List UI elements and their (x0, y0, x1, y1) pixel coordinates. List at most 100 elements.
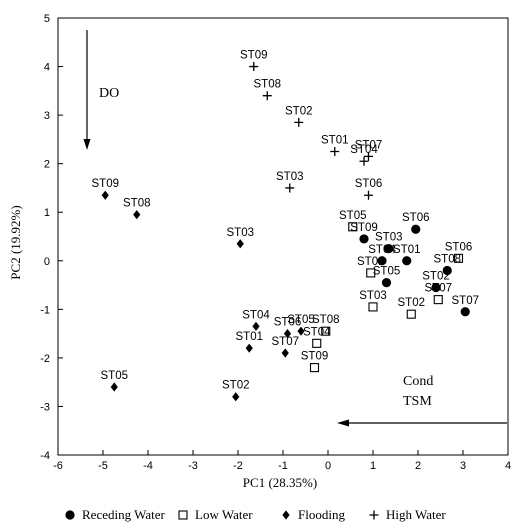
low-water-point-st02 (406, 309, 416, 319)
y-tick-label: 2 (44, 159, 50, 171)
x-tick-label: -2 (233, 460, 243, 472)
flooding-label-st05: ST05 (101, 370, 129, 382)
x-tick-label: -4 (143, 460, 153, 472)
low-water-point-st03 (368, 302, 378, 312)
annotation-cond: Cond (403, 374, 433, 389)
data-points (101, 62, 470, 402)
low-water-label-st08: ST08 (312, 314, 340, 326)
receding-water-label-st08: ST08 (434, 253, 462, 265)
legend-label-flooding: Flooding (298, 507, 345, 522)
low-water-label-st04: ST04 (303, 326, 331, 338)
y-tick-label: -3 (40, 401, 50, 413)
x-tick-label: -3 (188, 460, 198, 472)
y-axis-label: PC2 (19.92%) (8, 205, 23, 279)
high-water-point-st03 (285, 183, 295, 193)
high-water-point-st08 (262, 91, 272, 101)
high-water-label-st09: ST09 (240, 50, 268, 62)
high-water-label-st06: ST06 (355, 178, 383, 190)
y-tick-label: 4 (44, 62, 50, 74)
receding-water-point-st05 (381, 278, 392, 288)
x-axis-label: PC1 (28.35%) (243, 475, 317, 490)
flooding-point-st08 (133, 210, 141, 220)
legend-label-high-water: High Water (386, 507, 446, 522)
flooding-label-st08: ST08 (123, 198, 151, 210)
y-tick-label: -4 (40, 450, 50, 462)
x-tick-label: -5 (98, 460, 108, 472)
flooding-label-st06: ST06 (274, 317, 302, 329)
receding-water-label-st03: ST03 (375, 232, 403, 244)
legend-label-low-water: Low Water (195, 507, 253, 522)
high-water-point-st01 (330, 147, 340, 157)
x-tick-label: -1 (278, 460, 288, 472)
flooding-label-st05: ST05 (287, 314, 315, 326)
flooding-point-st07 (281, 348, 289, 358)
receding-water-point-st09 (359, 234, 369, 244)
low-water-label-st01: ST01 (357, 256, 385, 268)
legend-marker-receding-water (65, 510, 75, 520)
annotations: DO Cond TSM (83, 30, 507, 427)
receding-water-point-st04 (377, 256, 387, 266)
low-water-label-st07: ST07 (425, 283, 453, 295)
annotation-tsm: TSM (403, 394, 432, 409)
flooding-point-st05 (297, 326, 305, 336)
receding-water-point-st02 (431, 282, 441, 293)
point-labels: ST09ST06ST03ST01ST04ST05ST08ST02ST07ST05… (92, 50, 480, 392)
high-water-label-st08: ST08 (254, 79, 282, 91)
annotation-do: DO (99, 86, 119, 101)
y-tick-label: 5 (44, 13, 50, 25)
y-tick-label: 0 (44, 256, 50, 268)
legend-marker-high-water (369, 510, 379, 520)
high-water-label-st03: ST03 (276, 171, 304, 183)
legend: Receding Water Low Water Flooding High Wate… (65, 507, 446, 522)
y-tick-label: -1 (40, 304, 50, 316)
flooding-point-st05 (110, 382, 118, 392)
high-water-point-st04 (359, 156, 369, 166)
x-tick-label: 1 (370, 460, 376, 472)
receding-water-point-st03 (384, 244, 394, 254)
x-tick-label: 0 (325, 460, 331, 472)
high-water-point-st09 (249, 62, 259, 72)
high-water-label-st02: ST02 (285, 105, 313, 117)
flooding-point-st01 (245, 343, 253, 353)
flooding-label-st03: ST03 (227, 227, 255, 239)
low-water-point-st08 (321, 326, 331, 336)
low-water-point-st05 (348, 222, 358, 232)
receding-water-label-st02: ST02 (422, 270, 450, 282)
flooding-label-st04: ST04 (242, 309, 270, 321)
high-water-point-st02 (294, 117, 304, 127)
x-tick-label: -6 (53, 460, 63, 472)
low-water-point-st06 (453, 253, 464, 263)
axes: -6 -5 -4 -3 -2 -1 0 1 2 3 4 -4 -3 -2 -1 0 1 2 3 4 5 PC1 (28.3… (8, 13, 511, 490)
flooding-point-st04 (252, 321, 260, 331)
receding-water-label-st09: ST09 (350, 222, 378, 234)
high-water-label-st04: ST04 (350, 144, 378, 156)
flooding-label-st01: ST01 (236, 331, 264, 343)
do-arrow-head (83, 139, 91, 150)
low-water-point-st04 (312, 338, 322, 348)
low-water-label-st05: ST05 (339, 210, 367, 222)
legend-marker-low-water (178, 510, 188, 520)
x-tick-label: 2 (415, 460, 421, 472)
cond-tsm-arrow-head (337, 419, 349, 427)
legend-marker-flooding (282, 510, 290, 520)
legend-label-receding-water: Receding Water (82, 507, 165, 522)
low-water-label-st06: ST06 (445, 241, 473, 253)
flooding-point-st06 (283, 329, 292, 339)
low-water-point-st07 (433, 295, 443, 305)
y-tick-label: 1 (44, 207, 50, 219)
high-water-label-st01: ST01 (321, 135, 349, 147)
low-water-label-st09: ST09 (301, 351, 329, 363)
low-water-point-st01 (366, 268, 376, 278)
receding-water-label-st06: ST06 (402, 212, 430, 224)
x-tick-label: 4 (505, 460, 511, 472)
receding-water-point-st08 (442, 265, 452, 276)
flooding-label-st07: ST07 (272, 336, 300, 348)
receding-water-point-st06 (411, 224, 421, 234)
receding-water-label-st05: ST05 (373, 266, 401, 278)
flooding-point-st03 (236, 239, 244, 249)
flooding-point-st02 (232, 392, 240, 402)
flooding-point-st09 (101, 190, 109, 200)
receding-water-point-st01 (402, 256, 412, 266)
low-water-label-st03: ST03 (359, 290, 387, 302)
